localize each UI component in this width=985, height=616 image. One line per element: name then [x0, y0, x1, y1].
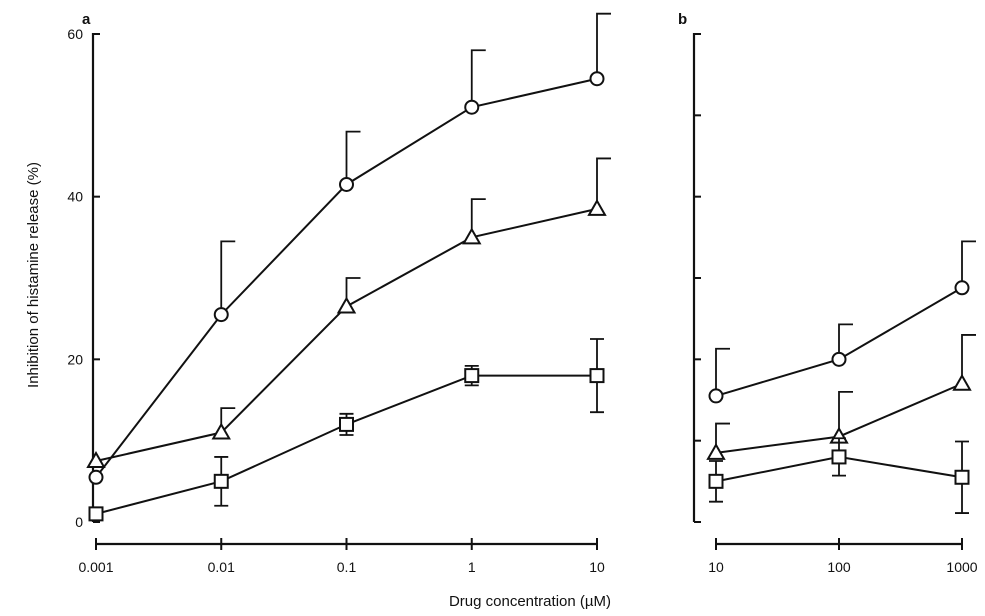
panel-b-x-tick-label: 10 — [708, 559, 724, 575]
panel-a-y-tick-label: 20 — [67, 351, 83, 367]
panel-b-x-tick-label: 1000 — [946, 559, 977, 575]
panel-b: b 10 100 1000 — [678, 11, 978, 575]
panel-a-series-circle-error-bar — [470, 49, 486, 108]
panel-a-y-tick-label: 40 — [67, 189, 83, 205]
panel-a-series-square-point — [589, 368, 605, 384]
x-axis-title: Drug concentration (µM) — [449, 593, 611, 610]
panel-a-series-triangle-point — [211, 422, 231, 440]
panel-a-series-triangle-error-bar — [596, 157, 611, 209]
panel-b-series-square-point — [954, 469, 970, 485]
panel-a-x-tick-label: 0.01 — [208, 559, 235, 575]
panel-a-series-circle-error-bar — [596, 12, 611, 79]
panel-a-series-triangle-point — [336, 296, 357, 314]
panel-a-x-tick-label: 0.1 — [337, 559, 357, 575]
panel-a-series-triangle-error-bar — [470, 198, 486, 238]
panel-a-series-square-point — [464, 368, 480, 384]
panel-a-series-circle-point — [339, 176, 354, 192]
panel-a-x-tick-label: 1 — [468, 559, 476, 575]
panel-a-series-square-point — [88, 506, 104, 522]
panel-a-series-triangle-point — [86, 450, 106, 468]
panel-b-series-circle-error-bar — [838, 323, 853, 360]
panel-a-x-tick-label: 0.001 — [78, 559, 113, 575]
panel-a-series-square-point — [213, 473, 229, 489]
panel-a-y-tick-label: 60 — [67, 26, 83, 42]
panel-b-label: b — [678, 11, 687, 28]
panel-b-series-circle-error-bar — [961, 240, 976, 288]
panel-b-series-circle-point — [708, 388, 724, 404]
panel-a-series-circle-point — [88, 469, 104, 485]
panel-b-x-tick-label: 100 — [827, 559, 851, 575]
panel-a-x-tick-label: 10 — [589, 559, 605, 575]
panel-a-series-circle-error-bar — [345, 130, 361, 185]
panel-b-series-circle-error-bar — [715, 347, 730, 396]
panel-a: a 0 20 40 60 0.001 0.01 0.1 1 10 — [67, 11, 611, 575]
panel-a-series-circle-point — [213, 307, 229, 323]
y-axis-title: Inhibition of histamine release (%) — [25, 162, 42, 388]
panel-b-series-triangle-error-bar — [961, 334, 976, 384]
panel-a-series-circle-error-bar — [220, 240, 236, 315]
panel-a-y-tick-label: 0 — [75, 514, 83, 530]
panel-a-series-circle-point — [464, 99, 480, 115]
panel-b-series-circle-point — [954, 280, 970, 296]
panel-b-series-square-point — [708, 473, 724, 489]
panel-a-label: a — [82, 11, 91, 28]
panel-a-series-circle-point — [589, 71, 605, 87]
panel-b-series-triangle-error-bar — [838, 390, 853, 437]
panel-a-series-triangle-point — [462, 227, 482, 245]
panel-a-series-triangle-point — [587, 198, 607, 216]
panel-b-series-circle-point — [831, 351, 847, 367]
panel-b-series-square-point — [831, 449, 847, 465]
panel-b-series-triangle-point — [706, 442, 726, 460]
panel-a-series-square-point — [339, 416, 354, 432]
panel-b-series-triangle-point — [952, 373, 972, 391]
